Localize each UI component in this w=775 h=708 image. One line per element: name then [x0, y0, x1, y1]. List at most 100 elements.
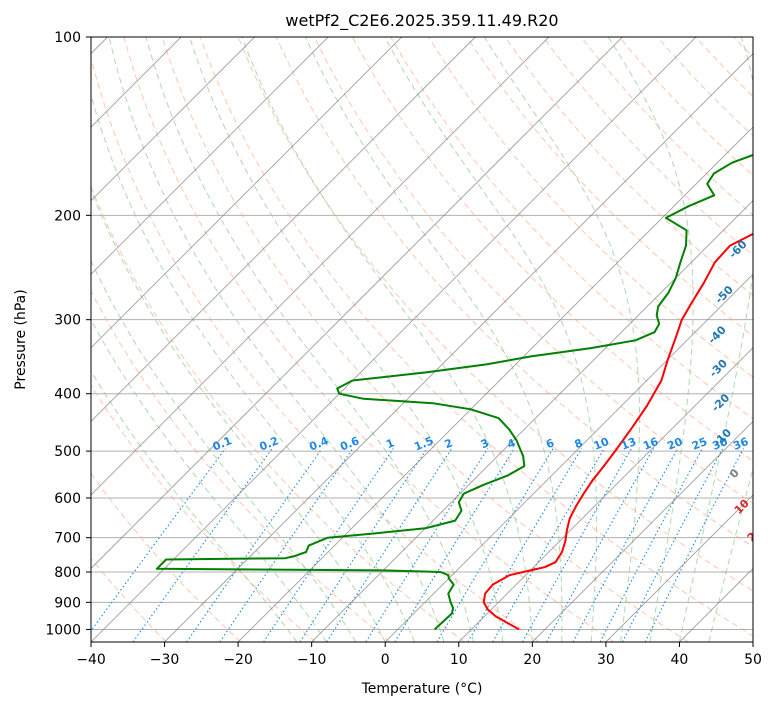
dry-adiabat [91, 55, 540, 642]
mixing-ratio-line [572, 448, 679, 642]
isotherm [91, 37, 476, 422]
isotherm [605, 494, 753, 642]
mixing-ratio-label: 25 [690, 435, 709, 453]
y-tick-label: 700 [54, 531, 81, 547]
isotherm [164, 52, 753, 642]
dewpoint-line [155, 153, 753, 631]
moist-adiabat [483, 37, 640, 642]
moist-adiabat [384, 37, 598, 642]
plot-frame [90, 36, 754, 643]
isotherm [237, 126, 753, 642]
moist-adiabat [91, 318, 327, 642]
moist-adiabat [189, 37, 504, 642]
plot-area: 0.10.20.40.611.52346810131620253036-100-… [91, 37, 765, 642]
x-tick-label: −20 [223, 652, 253, 668]
moist-adiabats [91, 37, 753, 642]
x-tick-label: 50 [744, 652, 762, 668]
x-tick-label: −40 [76, 652, 106, 668]
y-tick-label: 900 [54, 595, 81, 611]
moist-adiabat [241, 37, 533, 642]
y-tick-label: 1000 [45, 622, 81, 638]
y-axis-label: Pressure (hPa) [13, 289, 29, 389]
x-tick-label: −10 [297, 652, 327, 668]
moist-adiabat [145, 37, 474, 642]
isotherms [91, 37, 753, 642]
mixing-ratio-line [91, 448, 226, 632]
sounding-series [155, 153, 753, 631]
mixing-ratio-line [263, 448, 394, 642]
mixing-ratio-label: 20 [665, 435, 684, 453]
isotherm [91, 37, 623, 570]
x-tick-label: 20 [523, 652, 541, 668]
mixing-ratio-label: 2 [443, 436, 455, 451]
dry-adiabat [428, 37, 753, 378]
dry-adiabat [91, 185, 465, 642]
temperature-line [482, 232, 753, 631]
dry-adiabat [123, 37, 614, 642]
mixing-ratio-line [186, 448, 323, 642]
y-tick-label: 300 [54, 313, 81, 329]
mixing-ratio-line [394, 448, 515, 642]
mixing-ratio-line [622, 448, 724, 642]
mixing-ratio-label: 3 [479, 436, 491, 451]
isotherm [311, 200, 753, 642]
moist-adiabat [305, 37, 563, 642]
x-tick-label: 0 [381, 652, 390, 668]
isotherm [91, 37, 403, 349]
moist-adiabat [708, 466, 753, 642]
isotherm [91, 37, 255, 202]
x-tick-label: 10 [450, 652, 468, 668]
isotherm [532, 420, 753, 642]
moist-adiabat [91, 188, 386, 642]
dry-adiabat-label: 20 [745, 524, 765, 544]
mixing-ratio-line [219, 448, 354, 642]
dry-adiabat [91, 290, 391, 642]
mixing-ratio-label: 30 [711, 435, 730, 453]
isotherm [458, 347, 753, 642]
dry-adiabat [466, 37, 753, 337]
x-tick-label: −30 [150, 652, 180, 668]
moist-adiabat [91, 259, 357, 642]
dry-adiabat [352, 37, 753, 462]
chart-title: wetPf2_C2E6.2025.359.11.49.R20 [285, 11, 558, 31]
dry-adiabat [237, 37, 753, 592]
axes-ticks: −40 −30 −20 −10 0 10 20 30 40 50 100 200 300 400 500 60… [45, 30, 762, 668]
moist-adiabat [607, 37, 694, 642]
isotherm [91, 37, 329, 275]
y-tick-label: 800 [54, 565, 81, 581]
dry-adiabat [91, 384, 316, 642]
mixing-ratio-label: 10 [592, 435, 611, 453]
x-tick-label: 40 [671, 652, 689, 668]
y-tick-label: 400 [54, 387, 81, 403]
pressure-gridlines [91, 37, 753, 630]
moist-adiabat [108, 37, 445, 642]
moist-adiabat [678, 37, 753, 642]
dry-adiabat [390, 37, 753, 420]
mixing-ratio-line [492, 448, 605, 642]
mixing-ratio-lines [91, 448, 744, 642]
y-tick-label: 500 [54, 444, 81, 460]
mixing-ratio-line [365, 448, 489, 642]
isotherm [91, 37, 697, 642]
y-tick-label: 200 [54, 208, 81, 224]
isotherm [91, 37, 550, 496]
mixing-ratio-line [132, 448, 273, 642]
y-tick-label: 100 [54, 30, 81, 46]
reference-line-labels: 0.10.20.40.611.52346810131620253036-100-… [211, 182, 765, 544]
mixing-ratio-label: 36 [731, 435, 750, 453]
mixing-ratio-label: 1 [384, 436, 396, 451]
mixing-ratio-line [299, 448, 428, 642]
mixing-ratio-line [467, 448, 583, 642]
dry-adiabat [275, 37, 753, 548]
dry-adiabat [91, 472, 242, 642]
dry-adiabat [314, 37, 753, 505]
isotherm [384, 273, 753, 642]
y-tick-label: 600 [54, 491, 81, 507]
mixing-ratio-label: 8 [573, 436, 585, 451]
mixing-ratio-line [599, 448, 703, 642]
mixing-ratio-label: 16 [641, 435, 660, 453]
x-tick-label: 30 [597, 652, 615, 668]
moist-adiabat [91, 369, 298, 642]
